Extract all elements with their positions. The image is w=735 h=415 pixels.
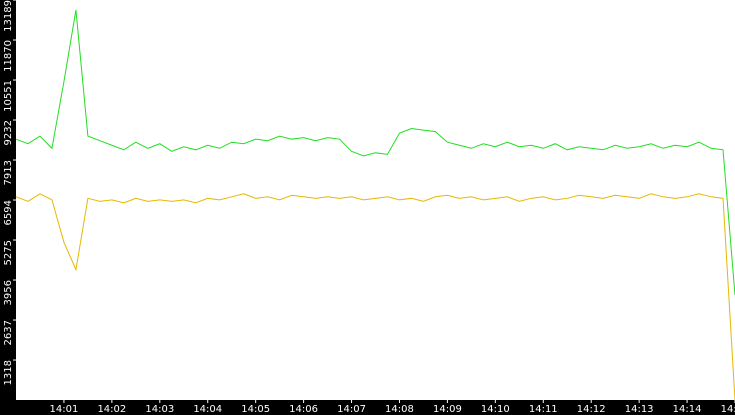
x-tick-label: 14:06 (289, 404, 318, 415)
x-tick-label: 14:14 (673, 404, 702, 415)
y-tick-label: 9232 (3, 120, 14, 145)
y-tick-label: 1318 (3, 360, 14, 385)
series-line (15, 9, 735, 296)
x-tick-label: 14:11 (529, 404, 558, 415)
x-tick-label: 14:02 (97, 404, 126, 415)
x-tick-label: 14:12 (577, 404, 606, 415)
x-tick-label: 14:05 (241, 404, 270, 415)
y-tick-label: 6594 (3, 200, 14, 225)
y-tick-label: 10551 (3, 80, 14, 112)
y-tick-label: 13189 (3, 0, 14, 32)
x-tick-label: 14:03 (145, 404, 174, 415)
y-axis-band (0, 0, 16, 415)
y-tick-label: 7913 (3, 160, 14, 185)
x-tick-label: 14:09 (433, 404, 462, 415)
y-tick-label: 5275 (3, 240, 14, 265)
x-tick-label: 14:01 (50, 404, 79, 415)
y-tick-label: 3956 (3, 280, 14, 305)
series-line (15, 193, 735, 401)
x-tick-label: 14:10 (481, 404, 510, 415)
x-axis-band (0, 400, 735, 415)
x-tick-label: 14:08 (385, 404, 414, 415)
x-tick-label: 14:15 (721, 404, 735, 415)
y-tick-label: 11870 (3, 40, 14, 72)
x-tick-label: 14:13 (625, 404, 654, 415)
x-tick-label: 14:04 (193, 404, 222, 415)
y-tick-label: 2637 (3, 320, 14, 345)
x-tick-label: 14:07 (337, 404, 366, 415)
